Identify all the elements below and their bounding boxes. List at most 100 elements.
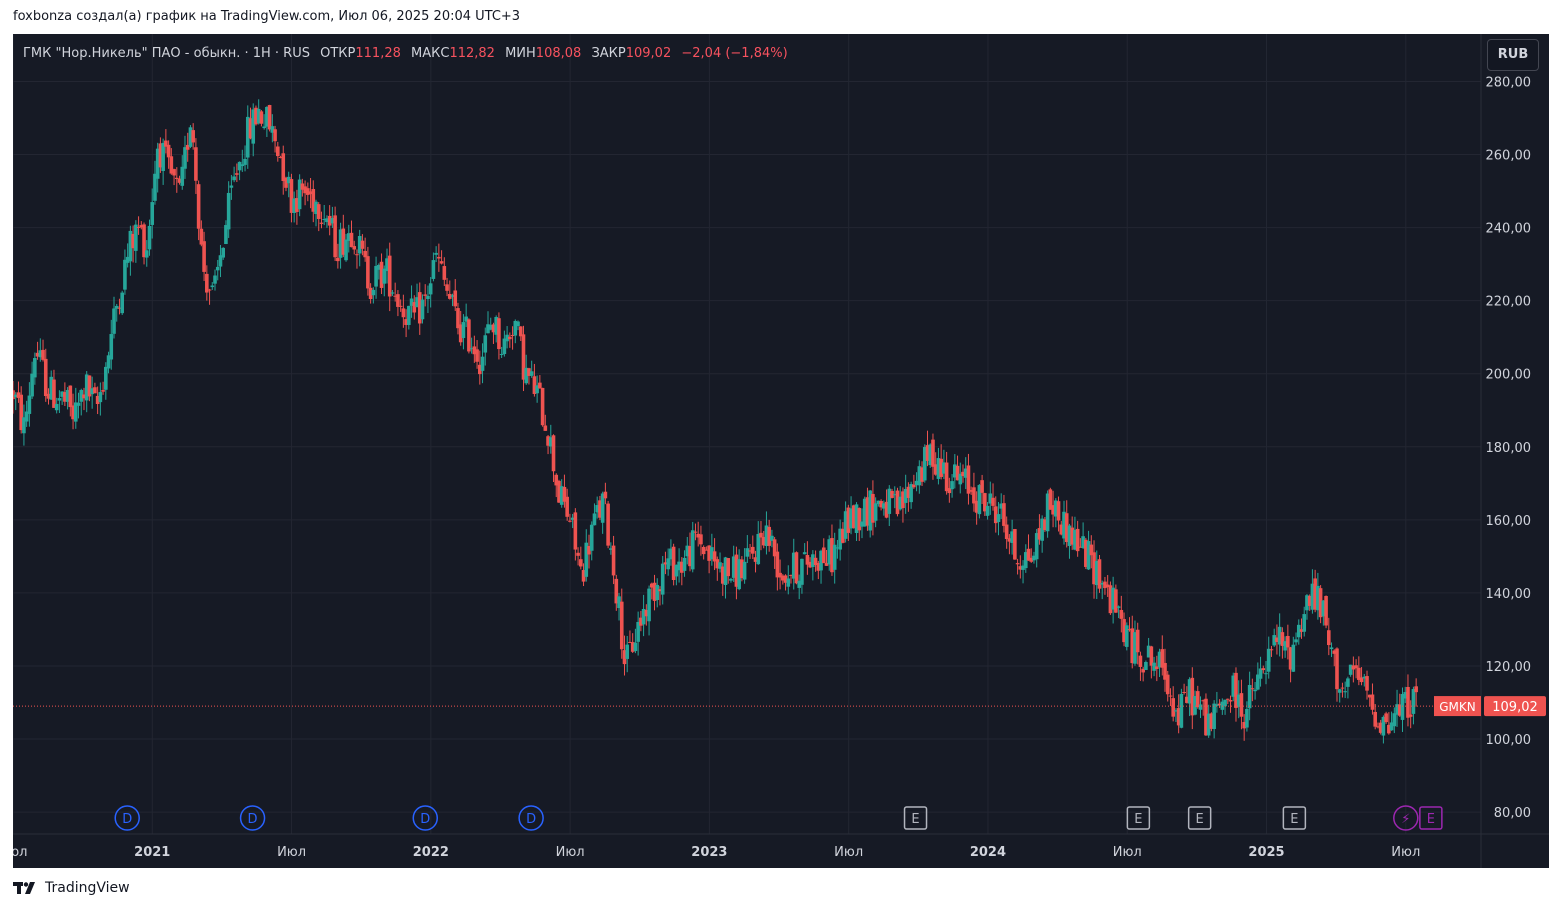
candle-body bbox=[1185, 696, 1189, 703]
candle-body bbox=[1138, 655, 1143, 667]
candle-body bbox=[955, 465, 960, 481]
x-axis-tick-label: 2022 bbox=[413, 845, 449, 860]
candle-body bbox=[589, 524, 594, 551]
candle-body bbox=[1296, 624, 1301, 638]
candle-body bbox=[1190, 677, 1195, 716]
candle-body bbox=[1231, 675, 1236, 697]
upcoming-earnings-marker[interactable] bbox=[1419, 806, 1443, 830]
candle-body bbox=[1168, 695, 1173, 697]
candle-body bbox=[1253, 689, 1257, 692]
candle-body bbox=[1043, 519, 1047, 531]
candle-body bbox=[1373, 711, 1378, 727]
candle-body bbox=[109, 334, 114, 360]
earnings-marker[interactable] bbox=[1126, 806, 1151, 830]
candle-body bbox=[1324, 596, 1328, 626]
candle-body bbox=[478, 364, 482, 375]
candle-body bbox=[235, 173, 239, 175]
candle-body bbox=[458, 324, 463, 343]
candle-body bbox=[821, 547, 826, 564]
candle-body bbox=[548, 437, 553, 447]
candle-body bbox=[52, 379, 56, 408]
dividend-marker[interactable] bbox=[518, 805, 544, 831]
candle-body bbox=[871, 493, 875, 523]
candle-body bbox=[690, 530, 695, 570]
candle-body bbox=[740, 559, 744, 579]
candle-body bbox=[1217, 703, 1222, 706]
candle-body bbox=[1247, 684, 1252, 709]
x-axis-tick-label: Июл bbox=[1113, 845, 1142, 860]
candle-body bbox=[382, 268, 387, 284]
candle-body bbox=[838, 528, 842, 550]
candle-body bbox=[942, 462, 946, 474]
candle-body bbox=[636, 621, 640, 642]
candle-body bbox=[917, 466, 922, 486]
price-chart[interactable]: 280,00 260,00 240,00 220,00 200,00 180,00 160,… bbox=[13, 34, 1549, 868]
candle-body bbox=[54, 403, 59, 411]
candle-body bbox=[79, 389, 84, 402]
split-marker[interactable] bbox=[1393, 805, 1419, 831]
candle-body bbox=[447, 293, 452, 299]
candle-body bbox=[1258, 668, 1263, 679]
candle-body bbox=[882, 503, 886, 509]
candle-body bbox=[554, 474, 559, 486]
candle-body bbox=[559, 486, 564, 505]
candle-body bbox=[527, 368, 531, 376]
candle-body bbox=[1089, 544, 1094, 556]
candle-body bbox=[890, 490, 894, 498]
legend-symbol[interactable]: ГМК "Нор.Никель" ПАО - обыкн. · 1H · RUS bbox=[23, 46, 310, 61]
candle-body bbox=[1023, 552, 1028, 569]
chart-pane[interactable]: 280,00 260,00 240,00 220,00 200,00 180,00 160,… bbox=[13, 34, 1549, 868]
candle-body bbox=[453, 290, 458, 307]
candle-body bbox=[587, 546, 591, 555]
candle-body bbox=[734, 554, 739, 587]
candle-body bbox=[1157, 651, 1162, 668]
candle-body bbox=[398, 305, 403, 307]
currency-button[interactable]: RUB bbox=[1487, 39, 1539, 71]
candle-body bbox=[974, 500, 979, 513]
x-axis-tick-label: 2023 bbox=[691, 845, 727, 860]
candle-body bbox=[892, 494, 897, 496]
candle-body bbox=[868, 490, 872, 531]
candle-body bbox=[931, 439, 935, 467]
candle-body bbox=[73, 402, 78, 422]
candle-body bbox=[98, 392, 103, 403]
candle-body bbox=[136, 226, 141, 228]
candle-body bbox=[570, 517, 575, 520]
candle-body bbox=[1340, 687, 1345, 689]
candle-body bbox=[993, 506, 998, 524]
candle-body bbox=[614, 578, 619, 604]
candle-body bbox=[1146, 645, 1151, 658]
candle-body bbox=[390, 292, 395, 294]
candle-body bbox=[1105, 584, 1110, 588]
candle-body bbox=[584, 542, 589, 577]
dividend-marker[interactable] bbox=[114, 805, 140, 831]
candle-body bbox=[830, 538, 834, 573]
dividend-marker[interactable] bbox=[412, 805, 439, 831]
x-axis-tick-label: Июл bbox=[834, 845, 863, 860]
candle-body bbox=[961, 471, 965, 477]
earnings-marker[interactable] bbox=[1282, 806, 1307, 830]
candle-body bbox=[658, 589, 662, 592]
candle-body bbox=[1075, 528, 1080, 552]
candle-body bbox=[221, 247, 225, 258]
tradingview-logo[interactable]: TradingView bbox=[13, 880, 130, 896]
candle-body bbox=[1092, 552, 1096, 585]
y-axis-tick-label: 200,00 bbox=[1486, 368, 1532, 383]
earnings-marker[interactable] bbox=[903, 806, 928, 830]
candle-body bbox=[488, 324, 493, 330]
candle-body bbox=[1114, 589, 1118, 613]
candle-body bbox=[49, 376, 54, 400]
candle-body bbox=[1116, 606, 1121, 608]
candle-body bbox=[644, 609, 649, 617]
candle-body bbox=[922, 447, 927, 481]
earnings-marker[interactable] bbox=[1187, 806, 1212, 830]
candle-body bbox=[786, 578, 791, 587]
candle-body bbox=[1242, 722, 1246, 729]
dividend-marker[interactable] bbox=[239, 805, 266, 831]
candle-body bbox=[1215, 704, 1219, 706]
earnings-marker-label: E bbox=[1134, 812, 1142, 827]
candle-body bbox=[1359, 677, 1364, 683]
candle-body bbox=[330, 218, 335, 224]
candle-body bbox=[950, 481, 954, 490]
candle-body bbox=[346, 233, 351, 241]
